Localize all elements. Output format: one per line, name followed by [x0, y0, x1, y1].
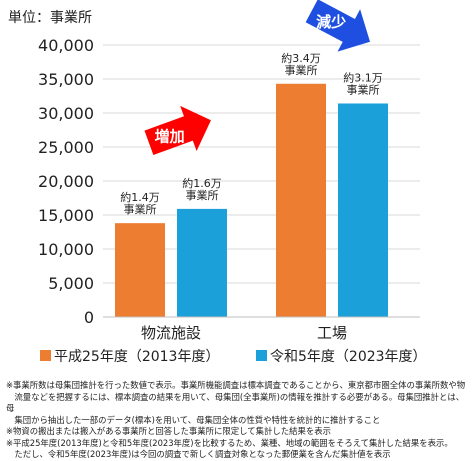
legend-label: 平成25年度（2013年度） — [54, 349, 219, 365]
bar — [177, 208, 227, 317]
footnote-line: ※事業所数は母集団推計を行った数値で表示。事業所機能調査は標本調査であることから… — [6, 380, 466, 390]
x-category-label: 工場 — [317, 324, 347, 342]
bars — [115, 83, 388, 317]
legend-swatch — [256, 350, 267, 361]
footnote-line: 流量などを把握するには、標本調査の結果を用いて、母集団(全事業所)の情報を推計す… — [6, 391, 465, 414]
bar — [338, 103, 388, 317]
data-label: 事業所 — [347, 83, 380, 96]
data-label: 約3.1万 — [343, 70, 383, 84]
y-tick-label: 40,000 — [38, 36, 94, 55]
y-tick-label: 10,000 — [38, 240, 94, 259]
bar — [115, 223, 165, 317]
bar-chart: 単位：事業所 0 5,000 10,000 15,000 20,000 25,000 30,… — [8, 0, 427, 365]
data-label: 約1.4万 — [120, 190, 160, 204]
trend-arrows: 増加 減少 — [144, 0, 371, 156]
bar — [276, 83, 326, 317]
increase-arrow: 増加 — [144, 105, 211, 156]
y-tick-label: 25,000 — [38, 138, 94, 157]
data-label: 事業所 — [285, 64, 318, 77]
decrease-arrow: 減少 — [305, 0, 371, 52]
data-label: 約3.4万 — [281, 51, 321, 65]
y-tick-label: 35,000 — [38, 70, 94, 89]
arrow-label: 減少 — [316, 13, 346, 31]
legend: 平成25年度（2013年度） 令和5年度（2023年度） — [40, 349, 427, 365]
y-tick-label: 20,000 — [38, 172, 94, 191]
arrow-shape — [144, 105, 211, 156]
arrow-label: 増加 — [155, 127, 185, 145]
legend-swatch — [40, 350, 51, 361]
legend-label: 令和5年度（2023年度） — [270, 349, 427, 365]
footnotes: ※事業所数は母集団推計を行った数値で表示。事業所機能調査は標本調査であることから… — [6, 380, 468, 461]
unit-label: 単位：事業所 — [8, 10, 92, 26]
y-axis: 0 5,000 10,000 15,000 20,000 25,000 30,000 35,0… — [38, 36, 94, 327]
footnote-line: ただし、令和5年度(2023年度)は今回の調査で新しく調査対象となった郵便業を含… — [6, 449, 391, 459]
footnote-line: ※平成25年度(2013年度)と令和5年度(2023年度)を比較するため、業種、… — [6, 437, 453, 448]
data-label: 事業所 — [186, 189, 219, 202]
y-tick-label: 5,000 — [48, 274, 94, 293]
x-category-label: 物流施設 — [141, 324, 201, 342]
x-axis: 物流施設 工場 — [103, 316, 420, 342]
footnote-line: 集団から抽出した一部のデータ(標本)を用いて、母集団全体の性質や特性を統計的に推… — [6, 414, 381, 425]
data-label: 事業所 — [124, 203, 157, 216]
y-tick-label: 0 — [84, 308, 94, 327]
data-label: 約1.6万 — [182, 176, 222, 190]
arrow-shape — [305, 0, 371, 52]
footnote-line: ※物資の搬出または搬入がある事業所と回答した事業所に限定して集計した結果を表示 — [6, 426, 332, 436]
y-tick-label: 30,000 — [38, 104, 94, 123]
y-tick-label: 15,000 — [38, 206, 94, 225]
